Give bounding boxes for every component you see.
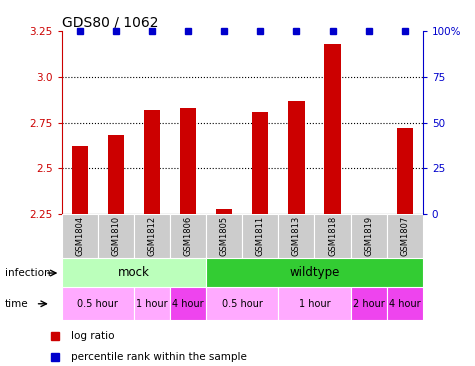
Text: 1 hour: 1 hour bbox=[299, 299, 330, 309]
Bar bbox=[180, 108, 196, 214]
Text: 0.5 hour: 0.5 hour bbox=[77, 299, 118, 309]
FancyBboxPatch shape bbox=[170, 287, 206, 320]
FancyBboxPatch shape bbox=[351, 287, 387, 320]
Text: GSM1819: GSM1819 bbox=[364, 216, 373, 256]
FancyBboxPatch shape bbox=[98, 214, 134, 258]
Text: GSM1818: GSM1818 bbox=[328, 216, 337, 256]
Bar bbox=[397, 128, 413, 214]
Text: GSM1805: GSM1805 bbox=[220, 216, 228, 256]
FancyBboxPatch shape bbox=[387, 287, 423, 320]
Text: log ratio: log ratio bbox=[71, 331, 115, 341]
FancyBboxPatch shape bbox=[62, 214, 98, 258]
Text: GSM1810: GSM1810 bbox=[112, 216, 120, 256]
FancyBboxPatch shape bbox=[278, 287, 351, 320]
Bar bbox=[216, 209, 232, 214]
FancyBboxPatch shape bbox=[62, 287, 134, 320]
FancyBboxPatch shape bbox=[134, 214, 170, 258]
Text: GSM1811: GSM1811 bbox=[256, 216, 265, 256]
FancyBboxPatch shape bbox=[206, 214, 242, 258]
Bar bbox=[252, 112, 268, 214]
Text: GSM1804: GSM1804 bbox=[76, 216, 84, 256]
Text: 2 hour: 2 hour bbox=[353, 299, 384, 309]
Text: 4 hour: 4 hour bbox=[172, 299, 204, 309]
Text: mock: mock bbox=[118, 266, 150, 279]
FancyBboxPatch shape bbox=[206, 287, 278, 320]
Text: wildtype: wildtype bbox=[289, 266, 340, 279]
Text: time: time bbox=[5, 299, 28, 309]
Text: 4 hour: 4 hour bbox=[389, 299, 420, 309]
Text: GDS80 / 1062: GDS80 / 1062 bbox=[62, 16, 158, 30]
FancyBboxPatch shape bbox=[134, 287, 170, 320]
Text: GSM1813: GSM1813 bbox=[292, 216, 301, 256]
Text: percentile rank within the sample: percentile rank within the sample bbox=[71, 352, 247, 362]
FancyBboxPatch shape bbox=[206, 258, 423, 287]
Bar bbox=[108, 135, 124, 214]
Bar bbox=[72, 146, 88, 214]
FancyBboxPatch shape bbox=[170, 214, 206, 258]
Text: 0.5 hour: 0.5 hour bbox=[222, 299, 263, 309]
FancyBboxPatch shape bbox=[242, 214, 278, 258]
Text: GSM1812: GSM1812 bbox=[148, 216, 156, 256]
Bar bbox=[144, 110, 160, 214]
Text: infection: infection bbox=[5, 268, 50, 278]
FancyBboxPatch shape bbox=[351, 214, 387, 258]
Bar bbox=[288, 101, 304, 214]
Text: 1 hour: 1 hour bbox=[136, 299, 168, 309]
Text: GSM1807: GSM1807 bbox=[400, 216, 409, 256]
Text: GSM1806: GSM1806 bbox=[184, 216, 192, 256]
FancyBboxPatch shape bbox=[278, 214, 314, 258]
FancyBboxPatch shape bbox=[62, 258, 206, 287]
FancyBboxPatch shape bbox=[387, 214, 423, 258]
FancyBboxPatch shape bbox=[314, 214, 351, 258]
Bar bbox=[324, 44, 341, 214]
